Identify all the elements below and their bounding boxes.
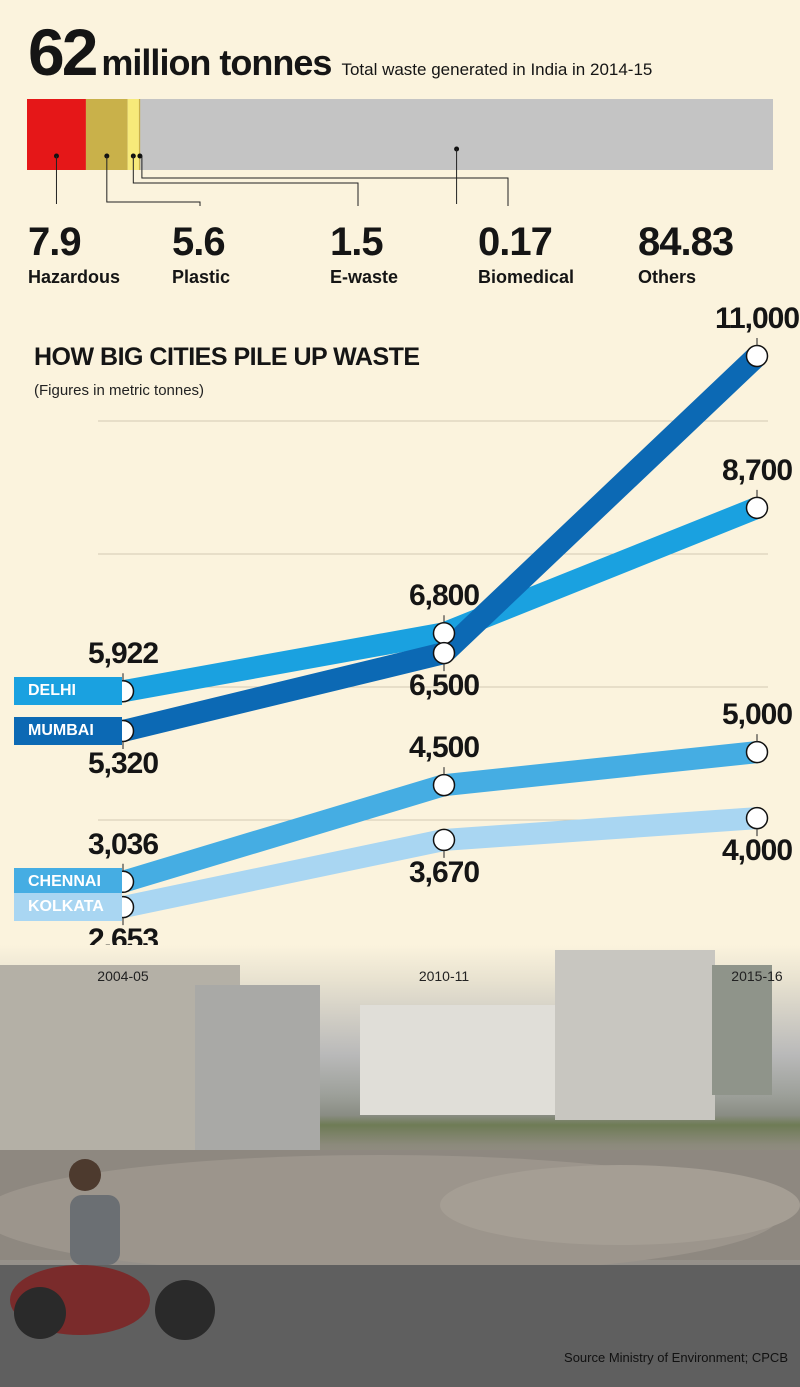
total-waste-number: 62 [28, 15, 98, 89]
segment-label-biomedical: Biomedical [478, 267, 575, 287]
value-label-mumbai-2: 11,000 [714, 302, 800, 335]
value-label-mumbai-0: 5,320 [87, 747, 159, 780]
total-waste-unit: million tonnes [101, 42, 332, 83]
point-kolkata-1 [432, 828, 456, 852]
landfill-photo-illustration [0, 950, 800, 1387]
source-note: Source Ministry of Environment; CPCB [564, 1350, 788, 1365]
composition-leaders [53, 146, 509, 206]
composition-bar [27, 99, 773, 170]
total-waste-caption: Total waste generated in India in 2014-1… [341, 60, 653, 79]
segment-value-hazardous: 7.9 [28, 220, 82, 264]
segment-dot-biomedical [137, 153, 143, 159]
segment-value-plastic: 5.6 [172, 220, 226, 264]
segment-label-plastic: Plastic [172, 267, 231, 287]
segment-value-others: 84.83 [638, 220, 734, 264]
city-badge-kolkata: KOLKATA [14, 893, 122, 922]
value-label-chennai-0: 3,036 [87, 827, 159, 861]
segment-label-e-waste: E-waste [330, 267, 399, 287]
segment-biomedical [138, 99, 141, 170]
segment-value-e-waste: 1.5 [330, 220, 384, 264]
chart-title: HOW BIG CITIES PILE UP WASTE [34, 343, 420, 371]
chart-points [111, 338, 769, 926]
x-tick-label-2: 2015-16 [731, 968, 783, 984]
segment-label-hazardous: Hazardous [28, 267, 121, 287]
value-label-delhi-2: 8,700 [721, 453, 793, 487]
point-delhi-2 [745, 496, 769, 520]
value-label-chennai-1: 4,500 [408, 731, 480, 765]
x-tick-label-0: 2004-05 [97, 968, 149, 984]
city-badge-delhi: DELHI [14, 677, 122, 706]
segment-e-waste [127, 99, 139, 170]
point-kolkata-2 [745, 806, 769, 830]
value-label-delhi-1: 6,800 [408, 579, 480, 613]
value-label-mumbai-1: 6,500 [408, 669, 480, 703]
point-mumbai-2 [745, 344, 769, 368]
city-badge-chennai: CHENNAI [14, 867, 122, 896]
headline: 62 million tonnes Total waste generated in… [28, 14, 652, 90]
city-badge-mumbai: MUMBAI [14, 717, 122, 745]
value-label-kolkata-1: 3,670 [408, 855, 480, 889]
value-label-delhi-0: 5,922 [87, 637, 159, 671]
leader-biomedical [141, 156, 509, 206]
point-mumbai-1 [432, 641, 456, 665]
x-tick-label-1: 2010-11 [418, 968, 470, 984]
landfill-photo: Source Ministry of Environment; CPCB [0, 945, 800, 1387]
leader-e-waste [132, 156, 359, 206]
point-chennai-2 [745, 740, 769, 764]
point-delhi-1 [432, 622, 456, 645]
value-label-kolkata-2: 4,000 [721, 834, 793, 868]
chart-subtitle: (Figures in metric tonnes) [34, 382, 205, 399]
value-label-chennai-2: 5,000 [721, 698, 793, 732]
segment-value-biomedical: 0.17 [478, 220, 553, 264]
segment-label-others: Others [638, 267, 697, 287]
infographic-graphics [27, 99, 773, 960]
point-chennai-1 [432, 773, 456, 797]
leader-plastic [106, 156, 201, 206]
